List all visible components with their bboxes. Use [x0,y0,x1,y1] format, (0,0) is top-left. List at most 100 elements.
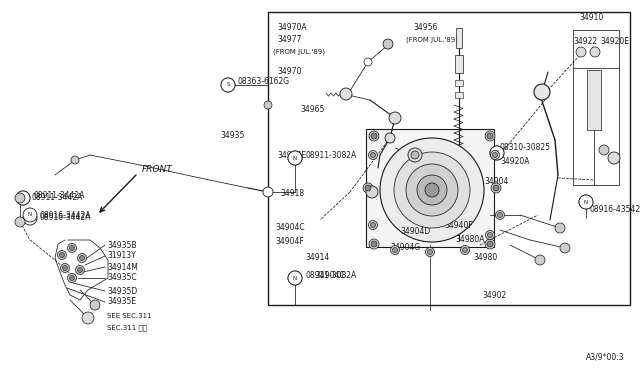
Circle shape [491,183,501,193]
Text: 08916-3442A: 08916-3442A [39,214,90,222]
Text: 31913Y: 31913Y [107,251,136,260]
Circle shape [495,211,504,219]
Text: S: S [495,151,499,155]
Circle shape [380,138,484,242]
Circle shape [535,255,545,265]
Circle shape [590,47,600,57]
Circle shape [417,175,447,205]
Circle shape [485,131,495,141]
Text: 34920E: 34920E [600,38,629,46]
Circle shape [490,151,499,160]
Circle shape [383,39,393,49]
Circle shape [61,263,70,273]
Circle shape [425,183,439,197]
Bar [456,28,462,48]
Text: 08911-3082A: 08911-3082A [305,151,356,160]
Text: S: S [495,151,499,155]
Text: N: N [293,155,297,160]
Circle shape [23,208,37,222]
Text: SEC.311 参照: SEC.311 参照 [107,325,147,331]
Circle shape [76,266,84,275]
Circle shape [389,112,401,124]
Circle shape [60,253,65,257]
Circle shape [485,239,495,249]
Circle shape [390,246,399,254]
Text: 34970A: 34970A [277,23,307,32]
Circle shape [263,187,273,197]
Text: 34970: 34970 [277,67,301,77]
Bar [455,92,463,98]
Text: 34904E: 34904E [277,151,306,160]
Text: S: S [227,83,230,87]
Text: 34922: 34922 [573,38,597,46]
Bar [573,30,619,185]
Text: 08911-3442A: 08911-3442A [33,190,84,199]
Circle shape [288,271,302,285]
Circle shape [77,253,86,263]
Circle shape [340,88,352,100]
Circle shape [392,247,397,253]
Text: N: N [21,196,25,201]
Circle shape [487,241,493,247]
Text: 34914M: 34914M [107,263,138,272]
Text: 34980: 34980 [473,253,497,262]
Circle shape [90,300,100,310]
Text: 34935B: 34935B [107,241,136,250]
Text: 08363-6162G: 08363-6162G [237,77,289,87]
Text: 34956: 34956 [413,23,437,32]
Circle shape [70,276,74,280]
Circle shape [371,153,376,157]
Circle shape [371,241,377,247]
Circle shape [288,151,302,165]
Text: (FROM JUL.'89): (FROM JUL.'89) [406,37,458,43]
Circle shape [58,250,67,260]
Text: 34904C: 34904C [315,272,344,280]
Circle shape [555,223,565,233]
Text: 34904: 34904 [484,177,508,186]
Circle shape [16,191,30,205]
Circle shape [288,271,302,285]
Bar [455,80,463,86]
Text: 08916-3442A: 08916-3442A [40,211,92,219]
Circle shape [70,246,74,250]
Circle shape [579,195,593,209]
Text: 08310-30825: 08310-30825 [500,144,551,153]
Circle shape [79,256,84,260]
Circle shape [71,156,79,164]
Text: N: N [584,199,588,205]
Circle shape [63,266,67,270]
Circle shape [364,58,372,66]
Circle shape [428,250,433,254]
Text: 34935D: 34935D [107,286,137,295]
Circle shape [488,232,493,237]
Text: 34940F: 34940F [444,221,473,230]
Circle shape [406,164,458,216]
Circle shape [599,145,609,155]
Text: 34918: 34918 [280,189,304,198]
Circle shape [463,247,467,253]
Text: 34914: 34914 [305,253,329,263]
Circle shape [82,312,94,324]
Bar [268,12,630,305]
Circle shape [461,246,470,254]
Text: FRONT: FRONT [142,166,173,174]
Text: 08911-3082A: 08911-3082A [305,270,356,279]
Circle shape [486,231,495,240]
Circle shape [221,78,235,92]
Text: 34902: 34902 [483,291,507,299]
Circle shape [288,151,302,165]
Text: N: N [584,199,588,205]
Circle shape [366,186,378,198]
Circle shape [608,152,620,164]
Text: 34910: 34910 [579,13,604,22]
Circle shape [365,185,371,191]
Circle shape [369,239,379,249]
Circle shape [369,131,379,141]
Circle shape [371,222,376,228]
Text: N: N [28,215,32,221]
Circle shape [23,211,37,225]
Circle shape [411,151,419,159]
Bar [455,55,463,73]
Circle shape [426,247,435,257]
Circle shape [16,191,30,205]
